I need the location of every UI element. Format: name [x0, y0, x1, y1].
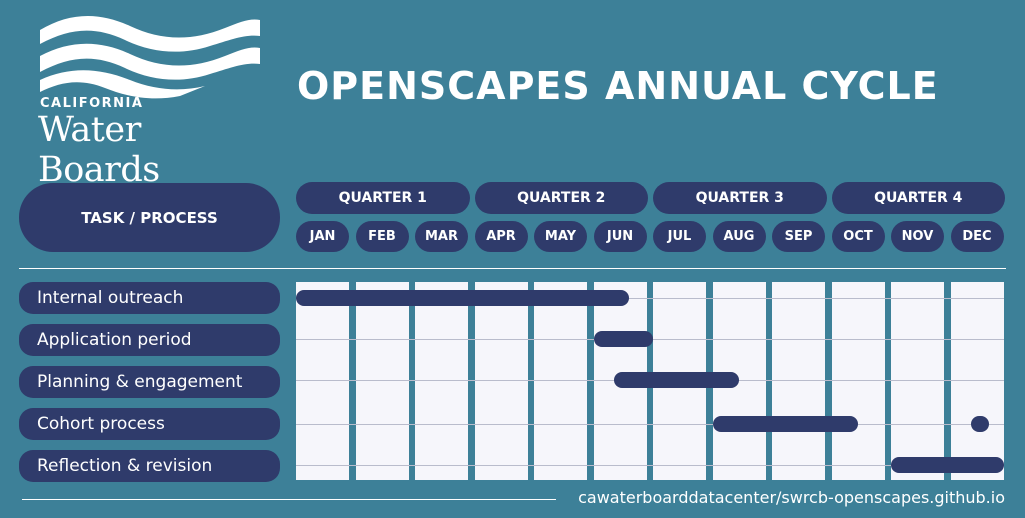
- grid-row-line: [296, 298, 1004, 299]
- month-header-nov: NOV: [891, 221, 944, 252]
- grid-column-mar: [415, 282, 468, 480]
- task-process-header: TASK / PROCESS: [19, 183, 280, 252]
- gantt-bar-planning-and-engagement: [614, 372, 740, 388]
- grid-column-apr: [474, 282, 528, 480]
- quarter-header-3: QUARTER 3: [653, 182, 827, 214]
- california-water-boards-logo: CALIFORNIA Water Boards: [30, 12, 270, 190]
- grid-column-nov: [891, 282, 944, 480]
- grid-column-sep: [772, 282, 825, 480]
- month-header-mar: MAR: [415, 221, 468, 252]
- month-header-sep: SEP: [772, 221, 825, 252]
- gantt-bar-cohort-process-1: [712, 416, 859, 432]
- task-reflection-and-revision: Reflection & revision: [19, 450, 280, 482]
- quarter-header-4: QUARTER 4: [831, 182, 1005, 214]
- quarter-header-2: QUARTER 2: [474, 182, 648, 214]
- task-application-period: Application period: [19, 324, 280, 356]
- month-header-apr: APR: [474, 221, 528, 252]
- grid-column-may: [534, 282, 587, 480]
- footer-url[interactable]: cawaterboarddatacenter/swrcb-openscapes.…: [578, 488, 1005, 507]
- logo-water-boards-text: Water Boards: [38, 110, 160, 190]
- page-title: OPENSCAPES ANNUAL CYCLE: [297, 64, 939, 108]
- grid-row-line: [296, 465, 1004, 466]
- gantt-bar-reflection-and-revision: [891, 457, 1004, 473]
- gantt-bar-internal-outreach: [296, 290, 630, 306]
- grid-column-feb: [355, 282, 409, 480]
- task-internal-outreach: Internal outreach: [19, 282, 280, 314]
- task-cohort-process: Cohort process: [19, 408, 280, 440]
- month-header-jun: JUN: [593, 221, 647, 252]
- month-header-oct: OCT: [831, 221, 885, 252]
- month-header-dec: DEC: [950, 221, 1004, 252]
- month-header-aug: AUG: [712, 221, 766, 252]
- logo-california-text: CALIFORNIA: [40, 96, 144, 111]
- quarter-header-1: QUARTER 1: [296, 182, 470, 214]
- month-header-jan: JAN: [296, 221, 349, 252]
- waves-logo-icon: [40, 15, 260, 99]
- grid-column-oct: [831, 282, 885, 480]
- grid-column-jan: [296, 282, 349, 480]
- month-header-feb: FEB: [355, 221, 409, 252]
- month-header-jul: JUL: [653, 221, 706, 252]
- grid-column-dec: [950, 282, 1004, 480]
- task-planning-and-engagement: Planning & engagement: [19, 366, 280, 398]
- grid-row-line: [296, 424, 1004, 425]
- footer-divider: [22, 499, 556, 500]
- header-divider: [19, 268, 1006, 269]
- month-header-may: MAY: [534, 221, 587, 252]
- gantt-bar-application-period: [593, 331, 653, 347]
- gantt-bar-cohort-process-2: [971, 416, 990, 432]
